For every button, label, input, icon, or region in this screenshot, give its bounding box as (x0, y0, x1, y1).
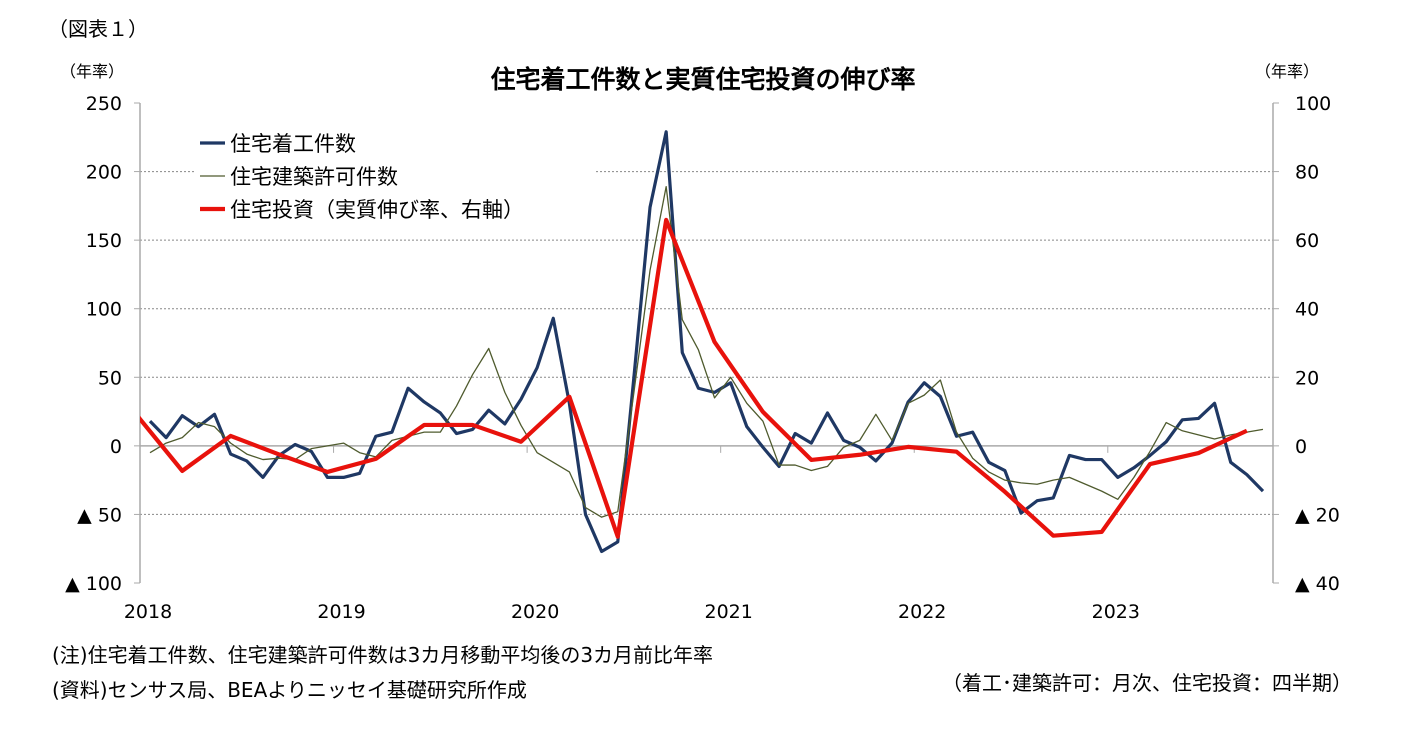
left-axis-unit: （年率） (60, 62, 124, 81)
note-2: (資料)センサス局、BEAよりニッセイ基礎研究所作成 (52, 678, 527, 702)
legend-label: 住宅建築許可件数 (230, 165, 398, 189)
note-1: (注)住宅着工件数、住宅建築許可件数は3カ月移動平均後の3カ月前比年率 (52, 643, 713, 667)
left-tick-label: ▲ 50 (77, 504, 122, 526)
right-tick-label: 0 (1295, 436, 1307, 458)
left-tick-label: 250 (86, 93, 122, 115)
left-tick-label: 0 (110, 436, 122, 458)
legend-background (196, 126, 594, 224)
x-tick-label: 2018 (124, 601, 172, 623)
x-tick-label: 2019 (317, 601, 365, 623)
left-tick-label: ▲ 100 (65, 573, 122, 595)
left-tick-label: 100 (86, 299, 122, 321)
right-tick-label: 20 (1295, 367, 1319, 389)
left-tick-label: 200 (86, 162, 122, 184)
x-tick-label: 2021 (705, 601, 753, 623)
series-line-1 (149, 186, 1264, 518)
figure-label: （図表１） (48, 17, 148, 41)
right-tick-label: 100 (1295, 93, 1331, 115)
legend-label: 住宅投資（実質伸び率、右軸） (230, 198, 524, 222)
x-tick-label: 2022 (898, 601, 946, 623)
series-line-2 (140, 217, 1248, 539)
right-tick-label: 40 (1295, 299, 1319, 321)
right-tick-label: ▲ 20 (1295, 504, 1340, 526)
left-tick-label: 50 (98, 367, 122, 389)
x-tick-label: 2023 (1092, 601, 1140, 623)
right-axis-unit: （年率） (1255, 62, 1319, 81)
chart-title: 住宅着工件数と実質住宅投資の伸び率 (490, 65, 915, 94)
legend-label: 住宅着工件数 (230, 132, 356, 156)
note-3: （着工･建築許可：月次、住宅投資：四半期） (942, 671, 1352, 695)
right-tick-label: ▲ 40 (1295, 573, 1340, 595)
x-tick-label: 2020 (511, 601, 559, 623)
series-group (140, 130, 1265, 554)
series-line-0 (148, 130, 1265, 554)
left-tick-label: 150 (86, 230, 122, 252)
right-tick-label: 80 (1295, 162, 1319, 184)
right-tick-label: 60 (1295, 230, 1319, 252)
